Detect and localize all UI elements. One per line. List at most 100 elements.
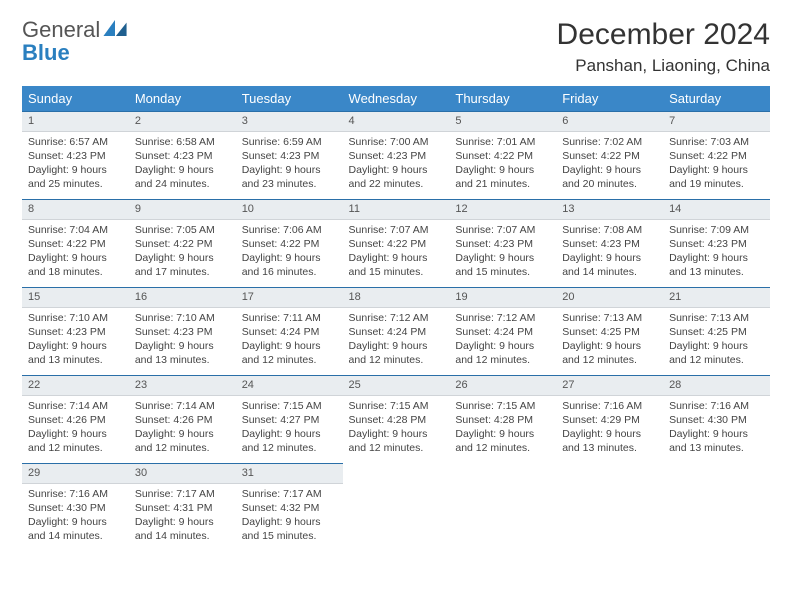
sunrise-text: Sunrise: 7:10 AM — [135, 311, 230, 325]
sunrise-text: Sunrise: 7:17 AM — [242, 487, 337, 501]
sunrise-text: Sunrise: 7:14 AM — [28, 399, 123, 413]
weekday-header: Tuesday — [236, 86, 343, 111]
day-number: 9 — [129, 199, 236, 220]
sunrise-text: Sunrise: 7:12 AM — [349, 311, 444, 325]
day-number: 3 — [236, 111, 343, 132]
sunset-text: Sunset: 4:22 PM — [562, 149, 657, 163]
calendar-day-cell: 25Sunrise: 7:15 AMSunset: 4:28 PMDayligh… — [343, 375, 450, 463]
sunset-text: Sunset: 4:23 PM — [28, 149, 123, 163]
day-number: 5 — [449, 111, 556, 132]
day-body: Sunrise: 7:08 AMSunset: 4:23 PMDaylight:… — [556, 220, 663, 286]
daylight-text: Daylight: 9 hours and 12 minutes. — [349, 339, 444, 367]
sunset-text: Sunset: 4:24 PM — [349, 325, 444, 339]
sunrise-text: Sunrise: 7:17 AM — [135, 487, 230, 501]
sunrise-text: Sunrise: 7:16 AM — [28, 487, 123, 501]
calendar-day-cell: 2Sunrise: 6:58 AMSunset: 4:23 PMDaylight… — [129, 111, 236, 199]
day-body: Sunrise: 7:04 AMSunset: 4:22 PMDaylight:… — [22, 220, 129, 286]
weekday-header: Friday — [556, 86, 663, 111]
day-body: Sunrise: 7:15 AMSunset: 4:28 PMDaylight:… — [449, 396, 556, 462]
sunset-text: Sunset: 4:28 PM — [349, 413, 444, 427]
logo-text-blue: Blue — [22, 40, 70, 65]
weekday-header: Monday — [129, 86, 236, 111]
sunrise-text: Sunrise: 7:07 AM — [349, 223, 444, 237]
calendar-day-cell: 22Sunrise: 7:14 AMSunset: 4:26 PMDayligh… — [22, 375, 129, 463]
day-body: Sunrise: 7:17 AMSunset: 4:32 PMDaylight:… — [236, 484, 343, 550]
calendar-day-cell: 9Sunrise: 7:05 AMSunset: 4:22 PMDaylight… — [129, 199, 236, 287]
calendar-day-cell: 30Sunrise: 7:17 AMSunset: 4:31 PMDayligh… — [129, 463, 236, 551]
sunset-text: Sunset: 4:27 PM — [242, 413, 337, 427]
calendar-day-cell: 26Sunrise: 7:15 AMSunset: 4:28 PMDayligh… — [449, 375, 556, 463]
calendar-day-cell: 31Sunrise: 7:17 AMSunset: 4:32 PMDayligh… — [236, 463, 343, 551]
daylight-text: Daylight: 9 hours and 14 minutes. — [562, 251, 657, 279]
day-body: Sunrise: 7:00 AMSunset: 4:23 PMDaylight:… — [343, 132, 450, 198]
calendar-empty-cell — [663, 463, 770, 551]
calendar-day-cell: 12Sunrise: 7:07 AMSunset: 4:23 PMDayligh… — [449, 199, 556, 287]
day-number: 15 — [22, 287, 129, 308]
calendar-day-cell: 8Sunrise: 7:04 AMSunset: 4:22 PMDaylight… — [22, 199, 129, 287]
sunset-text: Sunset: 4:31 PM — [135, 501, 230, 515]
calendar-empty-cell — [556, 463, 663, 551]
daylight-text: Daylight: 9 hours and 15 minutes. — [242, 515, 337, 543]
daylight-text: Daylight: 9 hours and 12 minutes. — [242, 339, 337, 367]
sunset-text: Sunset: 4:22 PM — [135, 237, 230, 251]
sunset-text: Sunset: 4:23 PM — [669, 237, 764, 251]
calendar-week-row: 22Sunrise: 7:14 AMSunset: 4:26 PMDayligh… — [22, 375, 770, 463]
day-number: 24 — [236, 375, 343, 396]
daylight-text: Daylight: 9 hours and 21 minutes. — [455, 163, 550, 191]
day-number: 28 — [663, 375, 770, 396]
day-number: 16 — [129, 287, 236, 308]
calendar-day-cell: 28Sunrise: 7:16 AMSunset: 4:30 PMDayligh… — [663, 375, 770, 463]
day-body: Sunrise: 7:02 AMSunset: 4:22 PMDaylight:… — [556, 132, 663, 198]
sunrise-text: Sunrise: 7:16 AM — [562, 399, 657, 413]
calendar-body: 1Sunrise: 6:57 AMSunset: 4:23 PMDaylight… — [22, 111, 770, 551]
sunrise-text: Sunrise: 7:04 AM — [28, 223, 123, 237]
sunset-text: Sunset: 4:23 PM — [455, 237, 550, 251]
daylight-text: Daylight: 9 hours and 12 minutes. — [135, 427, 230, 455]
calendar-empty-cell — [449, 463, 556, 551]
calendar-day-cell: 11Sunrise: 7:07 AMSunset: 4:22 PMDayligh… — [343, 199, 450, 287]
day-number: 19 — [449, 287, 556, 308]
day-body: Sunrise: 7:17 AMSunset: 4:31 PMDaylight:… — [129, 484, 236, 550]
daylight-text: Daylight: 9 hours and 12 minutes. — [28, 427, 123, 455]
day-body: Sunrise: 7:10 AMSunset: 4:23 PMDaylight:… — [129, 308, 236, 374]
location: Panshan, Liaoning, China — [557, 56, 770, 76]
day-body: Sunrise: 7:07 AMSunset: 4:22 PMDaylight:… — [343, 220, 450, 286]
sunrise-text: Sunrise: 7:15 AM — [242, 399, 337, 413]
sunrise-text: Sunrise: 7:01 AM — [455, 135, 550, 149]
day-body: Sunrise: 7:07 AMSunset: 4:23 PMDaylight:… — [449, 220, 556, 286]
logo-text-general: General — [22, 18, 100, 41]
day-number: 10 — [236, 199, 343, 220]
day-number: 23 — [129, 375, 236, 396]
daylight-text: Daylight: 9 hours and 22 minutes. — [349, 163, 444, 191]
sunrise-text: Sunrise: 7:10 AM — [28, 311, 123, 325]
calendar-table: SundayMondayTuesdayWednesdayThursdayFrid… — [22, 86, 770, 551]
calendar-day-cell: 20Sunrise: 7:13 AMSunset: 4:25 PMDayligh… — [556, 287, 663, 375]
day-body: Sunrise: 7:13 AMSunset: 4:25 PMDaylight:… — [556, 308, 663, 374]
sunrise-text: Sunrise: 7:07 AM — [455, 223, 550, 237]
daylight-text: Daylight: 9 hours and 12 minutes. — [669, 339, 764, 367]
calendar-day-cell: 17Sunrise: 7:11 AMSunset: 4:24 PMDayligh… — [236, 287, 343, 375]
calendar-day-cell: 29Sunrise: 7:16 AMSunset: 4:30 PMDayligh… — [22, 463, 129, 551]
sunrise-text: Sunrise: 7:14 AM — [135, 399, 230, 413]
daylight-text: Daylight: 9 hours and 13 minutes. — [669, 427, 764, 455]
day-body: Sunrise: 7:14 AMSunset: 4:26 PMDaylight:… — [22, 396, 129, 462]
sunset-text: Sunset: 4:30 PM — [669, 413, 764, 427]
calendar-day-cell: 13Sunrise: 7:08 AMSunset: 4:23 PMDayligh… — [556, 199, 663, 287]
day-number: 21 — [663, 287, 770, 308]
calendar-day-cell: 18Sunrise: 7:12 AMSunset: 4:24 PMDayligh… — [343, 287, 450, 375]
daylight-text: Daylight: 9 hours and 12 minutes. — [349, 427, 444, 455]
sunrise-text: Sunrise: 7:00 AM — [349, 135, 444, 149]
calendar-day-cell: 27Sunrise: 7:16 AMSunset: 4:29 PMDayligh… — [556, 375, 663, 463]
daylight-text: Daylight: 9 hours and 13 minutes. — [669, 251, 764, 279]
logo-sail-icon — [103, 20, 127, 41]
daylight-text: Daylight: 9 hours and 15 minutes. — [349, 251, 444, 279]
sunrise-text: Sunrise: 7:02 AM — [562, 135, 657, 149]
sunrise-text: Sunrise: 7:03 AM — [669, 135, 764, 149]
sunset-text: Sunset: 4:26 PM — [135, 413, 230, 427]
month-title: December 2024 — [557, 18, 770, 52]
day-body: Sunrise: 7:06 AMSunset: 4:22 PMDaylight:… — [236, 220, 343, 286]
sunset-text: Sunset: 4:23 PM — [562, 237, 657, 251]
sunset-text: Sunset: 4:23 PM — [135, 325, 230, 339]
sunset-text: Sunset: 4:26 PM — [28, 413, 123, 427]
day-body: Sunrise: 7:14 AMSunset: 4:26 PMDaylight:… — [129, 396, 236, 462]
